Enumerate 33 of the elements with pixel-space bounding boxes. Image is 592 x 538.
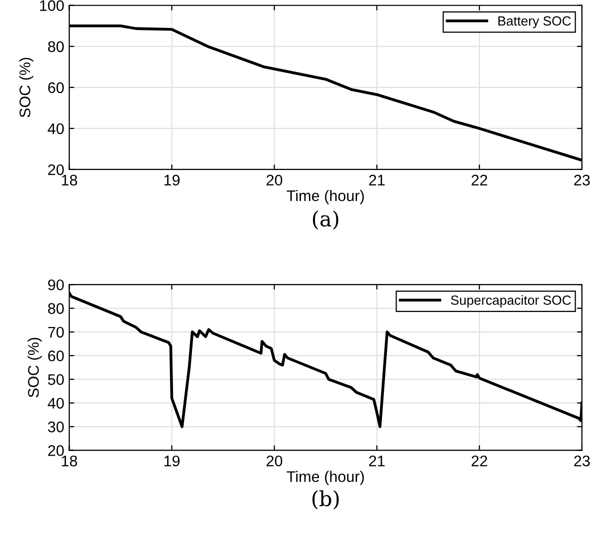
y-axis-title: SOC (%) [19,58,34,118]
y-tick-label: 40 [48,398,64,409]
x-tick-label: 21 [369,174,385,186]
y-tick-label: 20 [48,164,64,176]
y-tick-label: 60 [48,82,64,94]
legend-label: Battery SOC [498,16,571,28]
x-tick-label: 18 [62,456,78,466]
x-tick-label: 21 [369,456,385,466]
y-tick-label: 100 [40,0,64,12]
x-axis-title: Time (hour) [286,190,364,204]
y-tick-label: 20 [48,445,64,456]
x-tick-label: 22 [472,456,488,466]
y-axis-title: SOC (%) [28,338,42,398]
x-tick-label: 20 [266,174,282,186]
x-tick-label: 19 [164,174,180,186]
y-tick-label: 90 [48,279,64,290]
y-tick-label: 80 [48,41,64,52]
y-tick-label: 80 [48,303,64,314]
x-tick-label: 18 [62,174,78,186]
x-tick-label: 22 [472,174,488,186]
y-tick-label: 40 [48,123,64,134]
y-tick-label: 50 [48,374,64,385]
x-tick-label: 19 [164,456,180,466]
text: (b) [312,490,339,510]
x-tick-label: 23 [574,456,590,466]
x-axis-title: Time (hour) [286,470,364,486]
legend-label: Supercapacitor SOC [450,295,571,308]
x-tick-label: 20 [266,456,282,466]
y-tick-label: 30 [48,422,64,432]
text: (a) [312,210,338,230]
y-tick-label: 70 [48,326,64,338]
y-tick-label: 60 [48,350,64,362]
x-tick-label: 23 [574,174,590,186]
